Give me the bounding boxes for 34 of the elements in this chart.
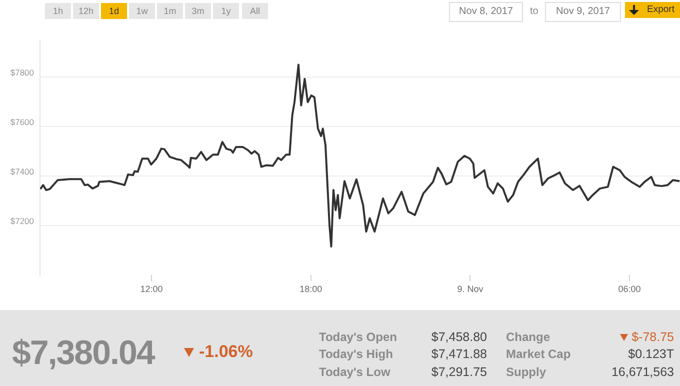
text: Market Cap	[506, 347, 571, 361]
text: Today's Low	[319, 365, 390, 379]
text: $7,458.80	[431, 330, 487, 344]
text: 1d	[101, 3, 127, 19]
text: $-78.75	[632, 330, 674, 344]
y-tick-label: $7400	[10, 166, 34, 177]
text: All	[242, 3, 268, 19]
text: $7,471.88	[431, 347, 487, 361]
text: 12h	[73, 3, 99, 19]
text: 1w	[129, 3, 155, 19]
text: 1h	[45, 3, 71, 19]
text: Nov 8, 2017	[449, 2, 523, 22]
text: $0.123T	[628, 347, 674, 361]
x-tick-label: 12:00	[140, 284, 163, 294]
x-tick-label: 9. Nov	[457, 284, 484, 294]
text: $7,380.04	[12, 334, 154, 373]
text: 3m	[185, 3, 211, 19]
y-tick-label: $7800	[10, 67, 34, 78]
text: 16,671,563	[611, 365, 674, 379]
text: 1y	[213, 3, 239, 19]
y-tick-label: $7600	[10, 116, 34, 127]
text: Today's Open	[319, 330, 397, 344]
text: Supply	[506, 365, 546, 379]
text: Today's High	[319, 347, 393, 361]
text: Nov 9, 2017	[545, 2, 621, 22]
x-tick-label: 06:00	[618, 284, 641, 294]
text: -1.06%	[199, 342, 253, 362]
text: Change	[506, 330, 550, 344]
y-tick-label: $7200	[10, 216, 34, 226]
text: 1m	[157, 3, 183, 19]
x-tick-label: 18:00	[300, 284, 322, 294]
text: to	[530, 6, 538, 17]
text: Export	[647, 4, 674, 15]
text: $7,291.75	[431, 365, 487, 379]
